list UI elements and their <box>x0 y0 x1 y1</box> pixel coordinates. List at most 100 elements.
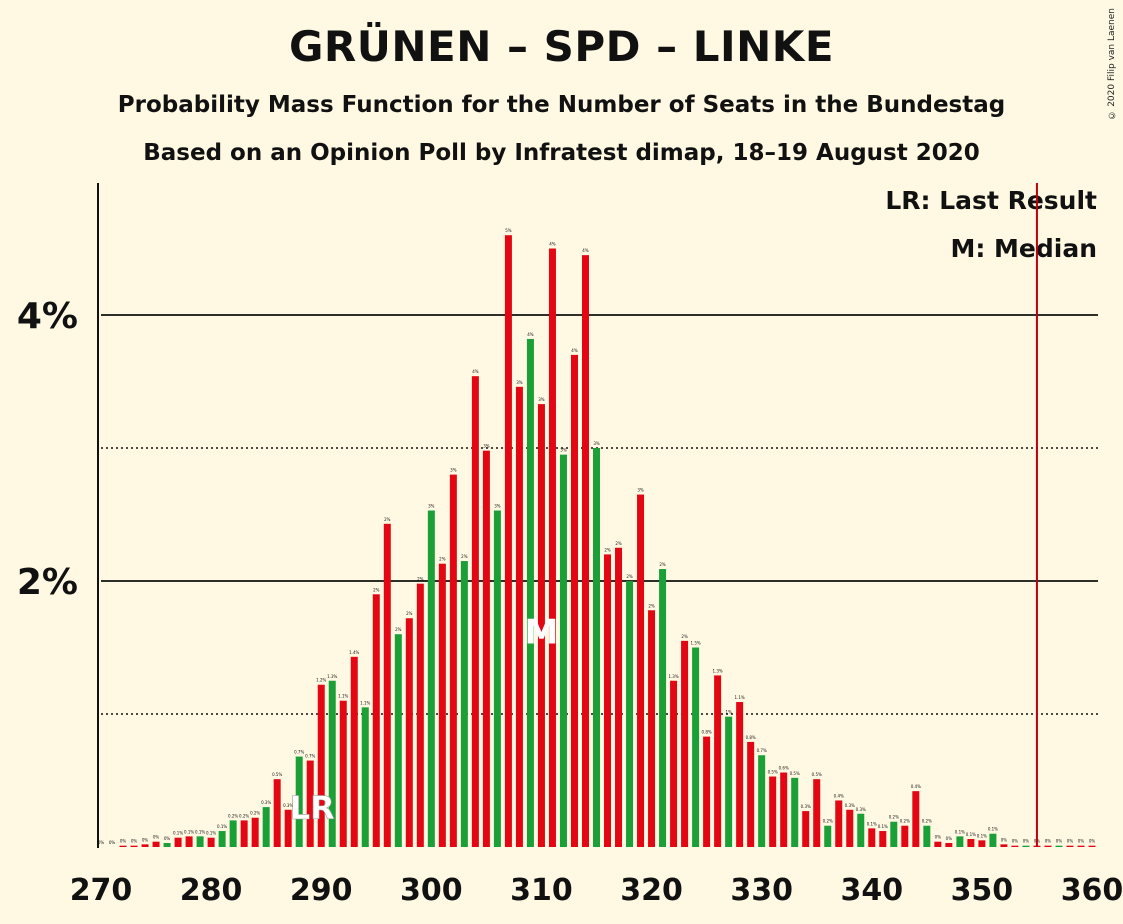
bar-label-280: 0.1% <box>206 831 216 836</box>
bar-284 <box>251 817 259 847</box>
x-tick-label-310: 310 <box>510 873 573 908</box>
bar-274 <box>141 844 149 847</box>
bar-label-359: 0% <box>1078 839 1085 844</box>
bar-331 <box>769 776 777 847</box>
bar-292 <box>339 700 347 847</box>
bar-label-289: 0.7% <box>305 754 315 759</box>
bar-356 <box>1044 845 1052 847</box>
x-tick-label-320: 320 <box>620 873 683 908</box>
bar-337 <box>835 800 843 847</box>
bar-label-299: 2% <box>417 577 424 582</box>
bar-label-287: 0.3% <box>283 803 293 808</box>
bar-319 <box>637 494 645 847</box>
bar-label-308: 3% <box>516 380 523 385</box>
bar-label-286: 0.5% <box>272 772 282 777</box>
bar-label-360: 0% <box>1089 839 1096 844</box>
bar-329 <box>747 741 755 847</box>
bar-label-333: 0.5% <box>790 771 800 776</box>
bar-349 <box>967 839 975 847</box>
bar-label-318: 2% <box>626 574 633 579</box>
bar-301 <box>438 563 446 847</box>
bar-305 <box>482 450 490 847</box>
bar-label-285: 0.3% <box>261 800 271 805</box>
bar-272 <box>119 845 127 847</box>
bar-label-316: 2% <box>604 547 611 552</box>
bar-label-332: 0.6% <box>779 766 789 771</box>
bar-label-277: 0.1% <box>173 831 183 836</box>
bar-label-276: 0% <box>164 836 171 841</box>
bar-318 <box>626 581 634 847</box>
bar-label-334: 0.3% <box>801 804 811 809</box>
bar-label-300: 3% <box>428 504 435 509</box>
bar-320 <box>648 610 656 847</box>
bar-label-339: 0.3% <box>856 807 866 812</box>
legend-last-result: LR: Last Result <box>885 186 1097 215</box>
bar-label-311: 4% <box>549 242 556 247</box>
bar-label-298: 2% <box>406 611 413 616</box>
bar-326 <box>714 675 722 847</box>
bar-label-278: 0.1% <box>184 829 194 834</box>
bar-label-281: 0.1% <box>217 824 227 829</box>
bar-311 <box>548 248 556 847</box>
bar-label-351: 0.1% <box>988 827 998 832</box>
bar-341 <box>879 831 887 847</box>
bar-299 <box>416 583 424 847</box>
bar-303 <box>460 561 468 847</box>
bar-324 <box>692 647 700 847</box>
bar-label-352: 0% <box>1001 837 1008 842</box>
bar-335 <box>813 779 821 847</box>
bar-359 <box>1077 845 1085 847</box>
bar-348 <box>956 836 964 847</box>
bar-label-284: 0.2% <box>250 811 260 816</box>
x-tick-label-340: 340 <box>840 873 903 908</box>
bar-label-340: 0.1% <box>867 821 877 826</box>
bar-296 <box>383 523 391 847</box>
bar-label-325: 0.8% <box>702 730 712 735</box>
bar-label-301: 2% <box>439 557 446 562</box>
bar-label-323: 2% <box>681 634 688 639</box>
bar-316 <box>604 554 612 847</box>
bar-287 <box>284 809 292 847</box>
bar-310 <box>537 404 545 847</box>
bar-label-343: 0.2% <box>900 819 910 824</box>
x-tick-label-270: 270 <box>70 873 133 908</box>
bar-label-358: 0% <box>1067 839 1074 844</box>
bar-label-295: 2% <box>373 587 380 592</box>
bar-281 <box>218 831 226 847</box>
bar-label-338: 0.3% <box>845 803 855 808</box>
bar-347 <box>945 843 953 847</box>
bar-label-346: 0% <box>935 835 942 840</box>
bar-302 <box>449 474 457 847</box>
bar-label-313: 4% <box>571 348 578 353</box>
bar-285 <box>262 807 270 847</box>
bar-label-303: 2% <box>461 554 468 559</box>
bar-309 <box>526 338 534 847</box>
bar-344 <box>912 791 920 847</box>
bar-340 <box>868 828 876 847</box>
bar-label-348: 0.1% <box>955 829 965 834</box>
chart-subtitle-2: Based on an Opinion Poll by Infratest di… <box>143 140 980 166</box>
bar-278 <box>185 836 193 847</box>
bar-315 <box>593 448 600 847</box>
bar-350 <box>978 840 986 847</box>
bar-label-297: 2% <box>395 627 402 632</box>
bar-345 <box>923 825 931 847</box>
legend-median: M: Median <box>950 234 1097 263</box>
bar-label-354: 0% <box>1023 839 1030 844</box>
bar-333 <box>791 777 799 847</box>
bar-label-342: 0.2% <box>889 815 899 820</box>
bar-label-312: 3% <box>560 448 567 453</box>
bar-label-356: 0% <box>1045 839 1052 844</box>
bar-351 <box>989 833 997 847</box>
bar-label-314: 4% <box>582 248 589 253</box>
bar-353 <box>1011 845 1019 847</box>
bar-label-273: 0% <box>131 839 138 844</box>
bar-label-302: 3% <box>450 468 457 473</box>
bar-label-304: 4% <box>472 369 479 374</box>
y-tick-label-4: 4% <box>17 296 78 337</box>
bar-label-275: 0% <box>153 835 160 840</box>
bar-342 <box>890 821 898 847</box>
bar-291 <box>328 680 336 847</box>
bar-label-326: 1.3% <box>713 668 723 673</box>
bar-313 <box>570 354 578 847</box>
